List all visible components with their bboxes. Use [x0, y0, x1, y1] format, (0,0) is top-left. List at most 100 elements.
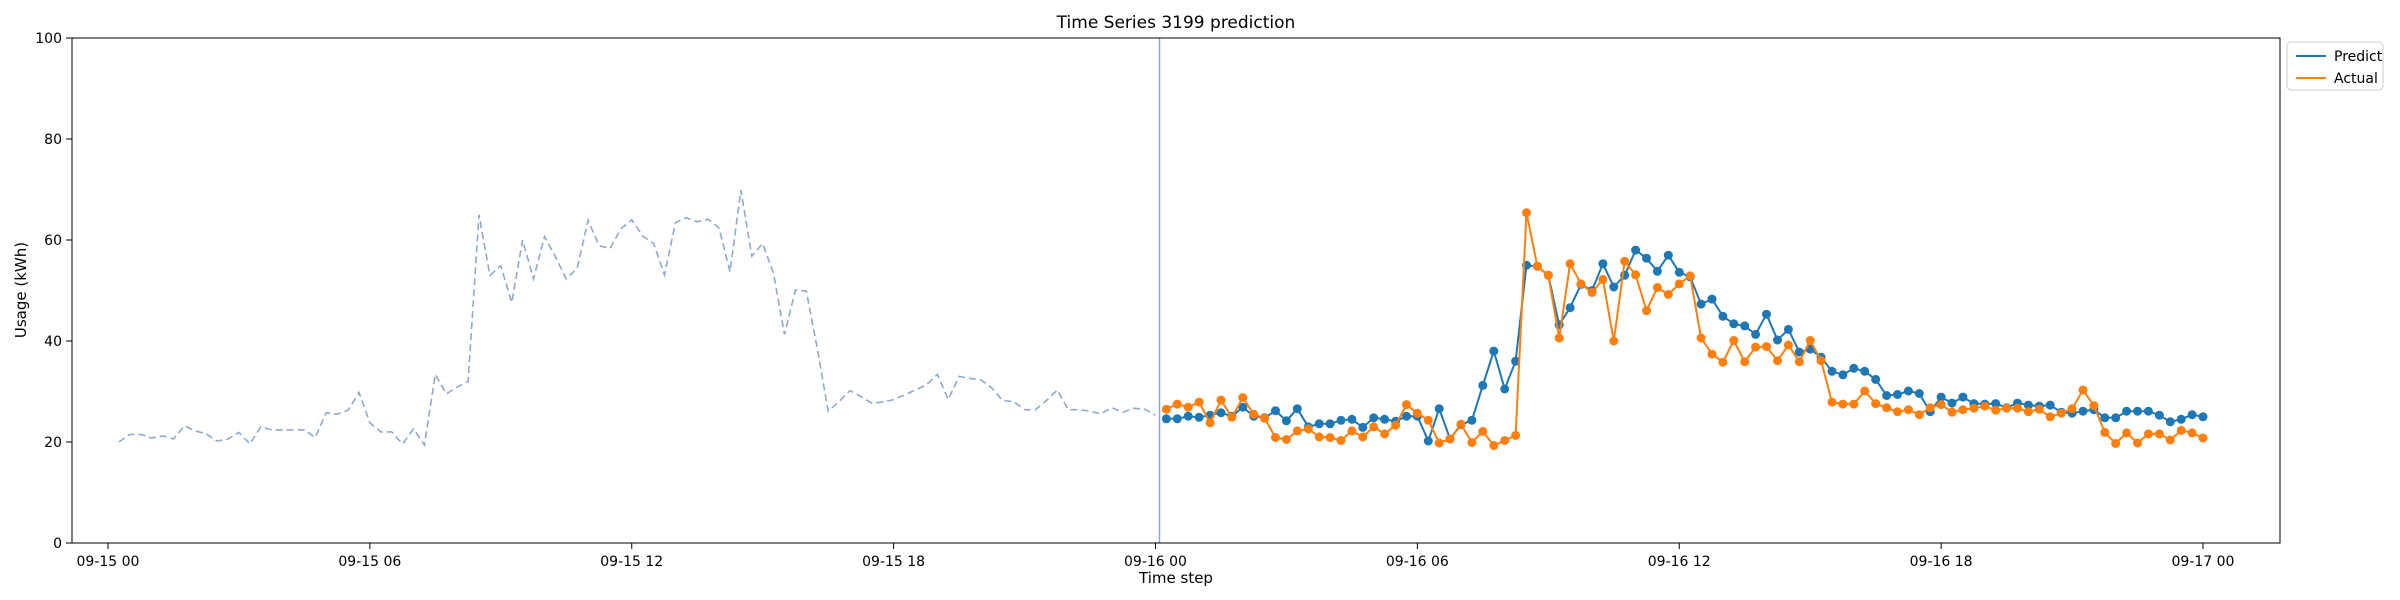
- predict-point: [2154, 410, 2164, 420]
- actual-point: [1718, 357, 1728, 367]
- actual-point: [1369, 422, 1379, 432]
- actual-point: [1194, 397, 1204, 407]
- actual-point: [1402, 400, 1411, 410]
- predict-point: [1271, 406, 1280, 416]
- actual-point: [1882, 403, 1892, 413]
- actual-point: [1620, 256, 1630, 266]
- predict-point: [1827, 366, 1837, 376]
- actual-point: [1292, 426, 1302, 436]
- y-axis-label: Usage (kWh): [12, 242, 30, 338]
- predict-point: [2078, 406, 2088, 416]
- predict-point: [1194, 412, 1204, 422]
- actual-point: [2045, 412, 2055, 422]
- predict-point: [2143, 406, 2153, 416]
- predict-point: [1762, 309, 1771, 319]
- actual-point: [1740, 357, 1750, 367]
- predict-point: [1423, 436, 1433, 446]
- predict-point: [1871, 374, 1881, 384]
- legend: Predict Actual: [2286, 41, 2384, 91]
- predict-point: [1740, 321, 1750, 331]
- actual-point: [1532, 261, 1542, 271]
- actual-point: [1762, 342, 1771, 352]
- y-tick-label: 80: [44, 132, 62, 148]
- predict-point: [2023, 400, 2033, 410]
- actual-point: [2078, 385, 2088, 395]
- predict-point: [1882, 391, 1892, 400]
- predict-point: [1936, 392, 1946, 402]
- predict-point: [1674, 267, 1684, 277]
- predict-point: [1707, 294, 1717, 304]
- predict-point: [1609, 282, 1619, 292]
- actual-point: [1958, 405, 1968, 415]
- actual-point: [1609, 336, 1619, 346]
- actual-point: [1751, 342, 1761, 352]
- actual-point: [1434, 438, 1444, 448]
- y-tick-label: 100: [35, 31, 62, 47]
- predict-point: [2045, 400, 2055, 410]
- x-axis-label: Time step: [1138, 569, 1213, 587]
- actual-point: [1511, 430, 1521, 440]
- actual-point: [1893, 407, 1902, 417]
- actual-point: [1838, 399, 1848, 409]
- actual-point: [1489, 441, 1499, 450]
- actual-point: [1773, 356, 1782, 366]
- predict-point: [1903, 386, 1913, 396]
- predict-point: [1991, 399, 2001, 409]
- predict-point: [1402, 411, 1411, 421]
- predict-point: [2122, 406, 2132, 416]
- predict-point: [1238, 402, 1248, 412]
- predict-point: [1172, 414, 1182, 424]
- predict-point: [1380, 414, 1390, 424]
- y-tick-label: 60: [44, 233, 62, 249]
- x-tick-label: 09-15 12: [600, 554, 663, 570]
- actual-point: [2013, 403, 2022, 413]
- actual-point: [1467, 438, 1477, 447]
- predict-point: [1565, 303, 1575, 313]
- predict-point: [1958, 392, 1968, 402]
- predict-point: [1467, 415, 1477, 425]
- actual-point: [1685, 271, 1695, 281]
- actual-point: [1423, 415, 1433, 425]
- actual-point: [1631, 270, 1641, 280]
- predict-point: [1696, 299, 1706, 309]
- actual-point: [1347, 426, 1357, 436]
- actual-point: [1565, 259, 1575, 269]
- predict-point: [2165, 417, 2175, 427]
- predict-point: [1631, 245, 1641, 255]
- actual-point: [1903, 405, 1913, 415]
- actual-point: [2154, 429, 2164, 439]
- actual-point: [1260, 413, 1270, 423]
- predict-point: [1718, 311, 1728, 321]
- predict-point: [1434, 404, 1444, 414]
- actual-point: [2133, 438, 2142, 448]
- predict-point: [2111, 413, 2121, 423]
- actual-point: [2187, 428, 2197, 438]
- actual-point: [2034, 404, 2044, 414]
- actual-point: [1914, 410, 1924, 420]
- actual-point: [1794, 357, 1804, 367]
- actual-point: [1827, 397, 1837, 407]
- predict-point: [1751, 329, 1761, 339]
- actual-point: [1183, 402, 1193, 412]
- predict-point: [1489, 346, 1499, 356]
- legend-actual-label: Actual: [2334, 71, 2378, 87]
- actual-point: [1969, 403, 1979, 413]
- actual-point: [1816, 356, 1826, 366]
- legend-predict-label: Predict: [2334, 49, 2383, 65]
- actual-point: [1271, 433, 1280, 442]
- predict-point: [1161, 414, 1171, 424]
- predict-point: [1314, 419, 1324, 429]
- actual-point: [1325, 433, 1335, 442]
- actual-point: [1445, 434, 1455, 444]
- actual-point: [1172, 399, 1182, 409]
- actual-point: [1652, 283, 1662, 292]
- actual-point: [2122, 428, 2132, 438]
- actual-point: [1860, 386, 1870, 396]
- actual-point: [1456, 419, 1466, 429]
- predict-point: [1216, 408, 1226, 418]
- actual-point: [1663, 290, 1673, 299]
- x-tick-label: 09-17 00: [2172, 554, 2235, 570]
- predict-point: [1914, 389, 1924, 398]
- x-tick-label: 09-15 18: [862, 554, 925, 570]
- actual-point: [1380, 429, 1390, 439]
